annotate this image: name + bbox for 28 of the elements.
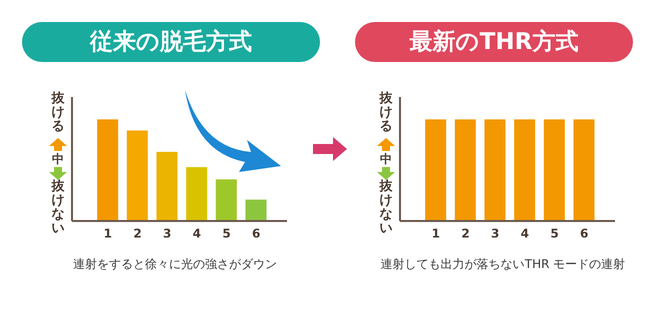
text: 抜ける — [378, 91, 394, 134]
x-tick-label: 2 — [133, 226, 142, 241]
text: 連射しても出力が落ちないTHR モードの連射 — [380, 256, 626, 273]
x-tick-label: 6 — [252, 226, 260, 241]
text: 抜けない — [378, 179, 394, 236]
text: 連射をすると徐々に光の強さがダウン — [72, 256, 278, 273]
text: 抜ける — [50, 91, 66, 134]
x-tick-label: 6 — [580, 226, 588, 241]
x-tick-label: 4 — [192, 226, 202, 241]
x-tick-label: 1 — [432, 226, 440, 241]
bar — [186, 167, 208, 221]
text: 抜けない — [50, 179, 66, 236]
bar — [97, 119, 118, 221]
bar — [216, 179, 237, 221]
x-tick-label: 5 — [550, 226, 559, 241]
x-tick-label: 5 — [222, 226, 231, 241]
x-tick-label: 2 — [461, 226, 470, 241]
text: 中 — [379, 152, 393, 166]
x-tick-label: 4 — [520, 226, 530, 241]
x-tick-label: 1 — [104, 226, 112, 241]
text: 中 — [51, 152, 65, 166]
bar — [156, 152, 178, 221]
chart-title: 従来の脱毛方式 — [22, 22, 320, 62]
bar — [126, 130, 148, 221]
x-tick-label: 3 — [162, 226, 172, 241]
x-tick-label: 3 — [490, 226, 500, 241]
chart-title: 最新のTHR方式 — [355, 22, 633, 62]
bar — [245, 200, 266, 221]
